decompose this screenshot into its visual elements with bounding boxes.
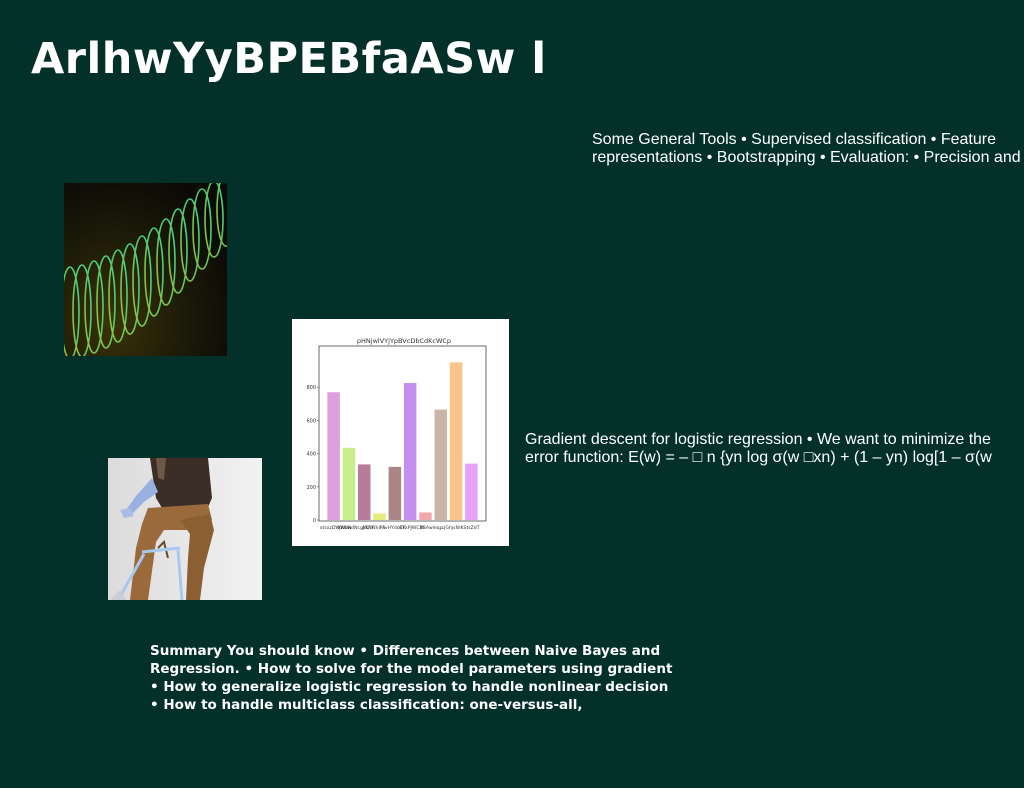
slide-title: ArlhwYyBPEBfaASw l (31, 34, 547, 84)
text-line: Some General Tools • Supervised classifi… (592, 131, 996, 148)
y-tick-label: 0 (313, 518, 316, 524)
chart-image: pHNjwlVYjYpBVcDbCdKcWCp 0 200 400 600 800 xt… (292, 319, 509, 546)
summary-line: Summary You should know • Differences be… (150, 643, 661, 659)
x-tick-label: cjGhjsN (442, 525, 459, 531)
chart-bar (434, 409, 447, 520)
y-tick-label: 200 (306, 485, 316, 491)
chart-bar (342, 447, 356, 520)
text-line: error function: E(w) = – □ n {yn log σ(w… (525, 449, 992, 466)
chart-frame (318, 345, 487, 522)
x-tick-label: jrkFWhIFli (362, 525, 385, 531)
text-block-gradient: Gradient descent for logistic regression… (525, 431, 1024, 467)
x-tick-label: sjWkwdNcgIfDU (337, 525, 373, 531)
text-line: Gradient descent for logistic regression… (525, 431, 991, 448)
spiral-graphic (64, 183, 227, 356)
summary-line: • How to handle multiclass classificatio… (150, 697, 583, 713)
x-tick-label: lKStsZdT (459, 525, 479, 531)
bar-chart: pHNjwlVYjYpBVcDbCdKcWCp 0 200 400 600 800 xt… (306, 337, 487, 531)
photo-graphic (110, 458, 214, 600)
x-tick-label: ETxPJWCDt (399, 525, 425, 531)
y-tick-label: 400 (306, 452, 316, 458)
chart-bar (465, 463, 478, 520)
chart-bar (403, 383, 417, 520)
x-tick-label: rAvHYdoBK (380, 525, 407, 531)
person-chair-photo (108, 458, 262, 600)
chart-bar (388, 466, 402, 520)
chart-bar (449, 362, 463, 520)
x-tick-label: XSAwIeqp (420, 525, 443, 531)
summary-block: Summary You should know • Differences be… (150, 642, 672, 714)
chart-bar (327, 392, 340, 520)
chart-title: pHNjwlVYjYpBVcDbCdKcWCp (357, 337, 451, 345)
text-block-tools: Some General Tools • Supervised classifi… (592, 131, 1024, 167)
summary-line: • How to generalize logistic regression … (150, 679, 669, 695)
y-tick-label: 600 (306, 418, 316, 424)
y-tick-label: 800 (306, 385, 316, 391)
chart-bar (358, 464, 371, 520)
text-line: representations • Bootstrapping • Evalua… (592, 149, 1021, 166)
spiral-image (64, 183, 227, 356)
summary-line: Regression. • How to solve for the model… (150, 661, 673, 677)
chart-bar (373, 513, 386, 520)
x-tick-label: xtsxzDYKKkIN (320, 525, 352, 531)
chart-bar (419, 512, 432, 520)
